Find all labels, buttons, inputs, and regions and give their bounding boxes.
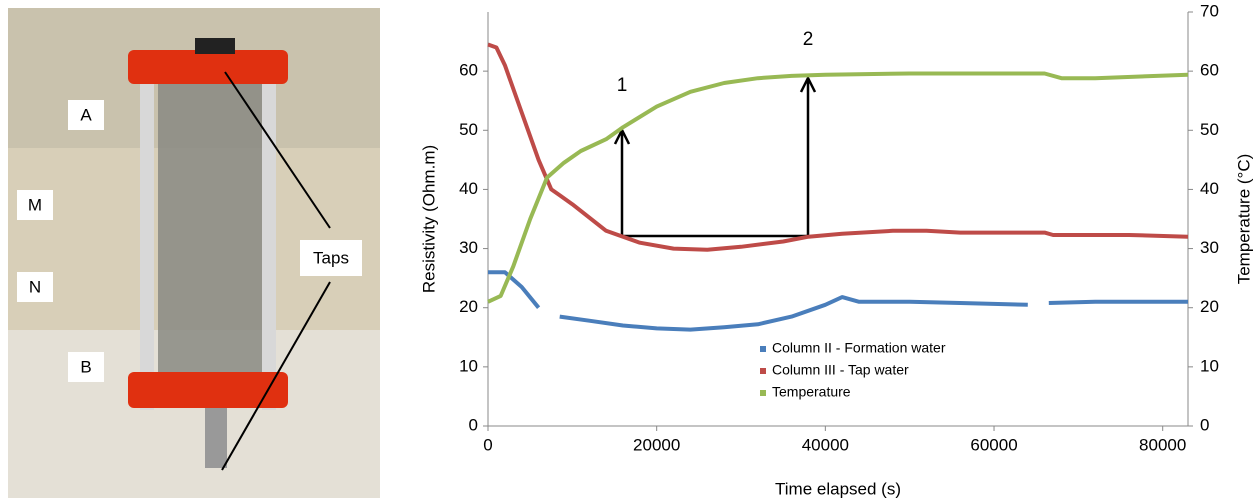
y2-tick-label: 0 (1200, 415, 1209, 434)
legend-marker (760, 368, 766, 374)
y2-tick-label: 60 (1200, 61, 1219, 80)
photo-label: N (29, 277, 41, 296)
x-tick-label: 60000 (970, 435, 1017, 454)
y-tick-label: 50 (459, 120, 478, 139)
y2-tick-label: 30 (1200, 238, 1219, 257)
label-box (17, 272, 53, 302)
y-tick-label: 20 (459, 297, 478, 316)
annotation: 1 (617, 75, 628, 96)
photo-label: A (80, 105, 92, 124)
y-tick-label: 60 (459, 61, 478, 80)
y-tick-label: 40 (459, 179, 478, 198)
photo-top-flange (128, 50, 288, 84)
photo-cylinder (158, 80, 266, 400)
legend-label: Column II - Formation water (772, 340, 946, 356)
series-line (488, 270, 1188, 332)
y-tick-label: 30 (459, 238, 478, 257)
photo-label: B (80, 357, 91, 376)
legend-marker (760, 390, 766, 396)
photo-label: Taps (313, 248, 349, 267)
photo-bottom-flange (128, 372, 288, 408)
x-tick-label: 20000 (633, 435, 680, 454)
y2-tick-label: 70 (1200, 1, 1219, 20)
y2-tick-label: 20 (1200, 297, 1219, 316)
arrow (799, 75, 817, 236)
y2-tick-label: 40 (1200, 179, 1219, 198)
series-line (487, 42, 1189, 252)
series-line (487, 71, 1189, 304)
photo: A M N B Taps (8, 8, 380, 498)
legend-label: Column III - Tap water (772, 362, 909, 378)
label-box (17, 190, 53, 220)
arrow (613, 127, 631, 236)
photo-rod (140, 80, 154, 410)
y2-tick-label: 50 (1200, 120, 1219, 139)
x-tick-label: 80000 (1139, 435, 1186, 454)
photo-knob (195, 38, 235, 54)
x-tick-label: 0 (483, 435, 492, 454)
y2-axis-title: Temperature (°C) (1234, 154, 1253, 285)
legend-label: Temperature (772, 384, 851, 400)
annotation-arrows (613, 75, 817, 238)
photo-arrow (221, 281, 331, 471)
y-tick-label: 0 (469, 415, 478, 434)
photo-valve (205, 408, 227, 468)
annotation: 2 (803, 29, 814, 50)
photo-arrow (224, 71, 331, 229)
x-axis-title: Time elapsed (s) (775, 479, 901, 498)
label-box (68, 352, 104, 382)
x-tick-label: 40000 (802, 435, 849, 454)
photo-label: M (28, 195, 42, 214)
legend-marker (760, 346, 766, 352)
label-box (300, 240, 362, 276)
y-axis-title: Resistivity (Ohm.m) (419, 145, 438, 293)
photo-rod (262, 80, 276, 410)
y2-tick-label: 10 (1200, 356, 1219, 375)
label-box (68, 100, 104, 130)
y-tick-label: 10 (459, 356, 478, 375)
